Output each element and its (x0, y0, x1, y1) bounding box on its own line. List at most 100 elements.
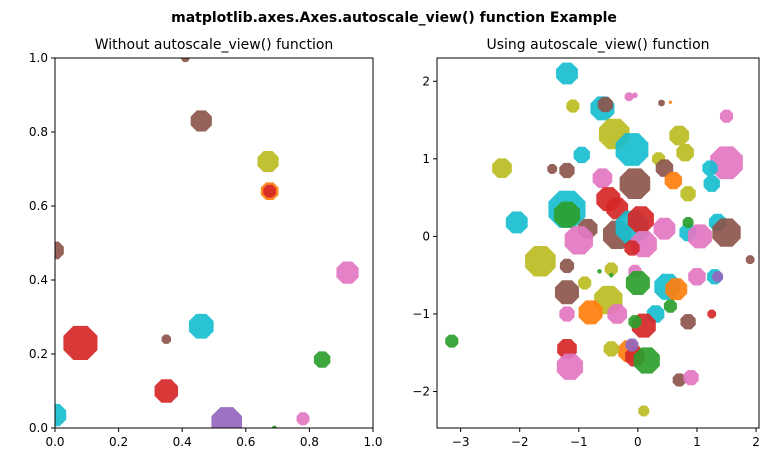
right-axes-title: Using autoscale_view() function (486, 37, 709, 53)
scatter-point (547, 164, 558, 174)
scatter-point (688, 268, 706, 286)
right-axes: Using autoscale_view() function −3 −2 −1 0 1… (412, 37, 760, 449)
y-tick-label: 0.2 (29, 347, 48, 361)
x-tick-label: 0.4 (173, 435, 192, 449)
scatter-point (263, 184, 277, 198)
scatter-point (687, 224, 712, 249)
scatter-point (663, 299, 677, 313)
scatter-point (619, 168, 651, 199)
scatter-point (664, 171, 683, 190)
scatter-point (638, 405, 650, 417)
scatter-point (181, 58, 190, 63)
scatter-point (296, 412, 310, 426)
scatter-point (313, 351, 331, 368)
scatter-point (655, 159, 674, 177)
scatter-point (161, 334, 171, 344)
scatter-point (627, 206, 654, 233)
scatter-point (658, 99, 665, 107)
scatter-point (525, 245, 556, 277)
left-axes-title: Without autoscale_view() function (95, 37, 334, 53)
y-tick-label: 1 (422, 152, 430, 166)
scatter-point (272, 425, 277, 428)
x-tick-label: 1 (693, 435, 701, 449)
scatter-point (672, 373, 686, 387)
scatter-point (624, 240, 640, 256)
scatter-point (336, 261, 359, 284)
right-axes-ticks: −3 −2 −1 0 1 2 −2 −1 0 1 2 (412, 74, 760, 449)
scatter-point (680, 186, 696, 202)
scatter-point (190, 110, 212, 132)
scatter-point (566, 99, 580, 113)
scatter-point (604, 262, 618, 276)
scatter-point (624, 92, 634, 102)
scatter-point (625, 270, 650, 295)
scatter-point (505, 211, 528, 234)
scatter-point (154, 379, 179, 403)
scatter-point (607, 304, 628, 324)
scatter-point (615, 133, 649, 166)
scatter-point (559, 306, 575, 322)
x-tick-label: −3 (452, 435, 470, 449)
x-tick-label: −1 (570, 435, 588, 449)
scatter-point (211, 407, 242, 428)
y-tick-label: 0 (422, 229, 430, 243)
scatter-point (702, 160, 718, 176)
scatter-point (668, 100, 673, 104)
scatter-point (603, 341, 619, 357)
scatter-point (710, 146, 743, 180)
right-axes-marks (445, 62, 755, 417)
scatter-point (609, 273, 614, 278)
y-tick-label: 0.6 (29, 199, 48, 213)
y-tick-label: −1 (412, 307, 430, 321)
scatter-point (559, 258, 575, 273)
scatter-point (625, 338, 639, 352)
scatter-point (597, 269, 602, 274)
x-tick-label: 0.8 (300, 435, 319, 449)
x-tick-label: 2 (752, 435, 760, 449)
scatter-point (665, 278, 688, 301)
scatter-point (559, 162, 575, 179)
x-tick-label: 0.0 (45, 435, 64, 449)
scatter-point (578, 276, 592, 290)
y-tick-label: 0.8 (29, 125, 48, 139)
scatter-point (554, 280, 579, 305)
scatter-point (573, 146, 590, 164)
scatter-point (632, 92, 638, 98)
scatter-point (682, 216, 694, 228)
scatter-point (188, 313, 214, 339)
scatter-point (445, 334, 459, 348)
scatter-point (592, 168, 613, 189)
scatter-point (556, 62, 578, 85)
right-axes-frame (436, 57, 760, 429)
scatter-point (556, 353, 584, 380)
scatter-point (553, 201, 581, 228)
scatter-point (597, 96, 614, 113)
scatter-point (683, 369, 699, 386)
scatter-point (712, 271, 724, 283)
scatter-point (633, 347, 660, 374)
x-tick-label: −2 (511, 435, 529, 449)
scatter-point (578, 300, 603, 325)
scatter-point (653, 217, 676, 240)
scatter-point (564, 226, 593, 255)
scatter-point (628, 315, 642, 329)
x-tick-label: 1.0 (363, 435, 382, 449)
scatter-point (55, 403, 67, 427)
left-axes: Without autoscale_view() function 0.0 0.2… (29, 37, 383, 449)
y-tick-label: 0.4 (29, 273, 48, 287)
left-axes-marks (55, 58, 359, 428)
scatter-point (719, 109, 734, 123)
scatter-point (676, 143, 694, 162)
scatter-point (745, 255, 755, 265)
y-tick-label: 1.0 (29, 51, 48, 65)
scatter-point (680, 314, 696, 330)
scatter-point (257, 151, 279, 173)
scatter-point (707, 309, 717, 319)
x-tick-label: 0.2 (109, 435, 128, 449)
y-tick-label: 0.0 (29, 421, 48, 435)
left-axes-frame (54, 57, 374, 429)
scatter-point (669, 125, 690, 146)
y-tick-label: 2 (422, 74, 430, 88)
scatter-point (55, 241, 64, 260)
